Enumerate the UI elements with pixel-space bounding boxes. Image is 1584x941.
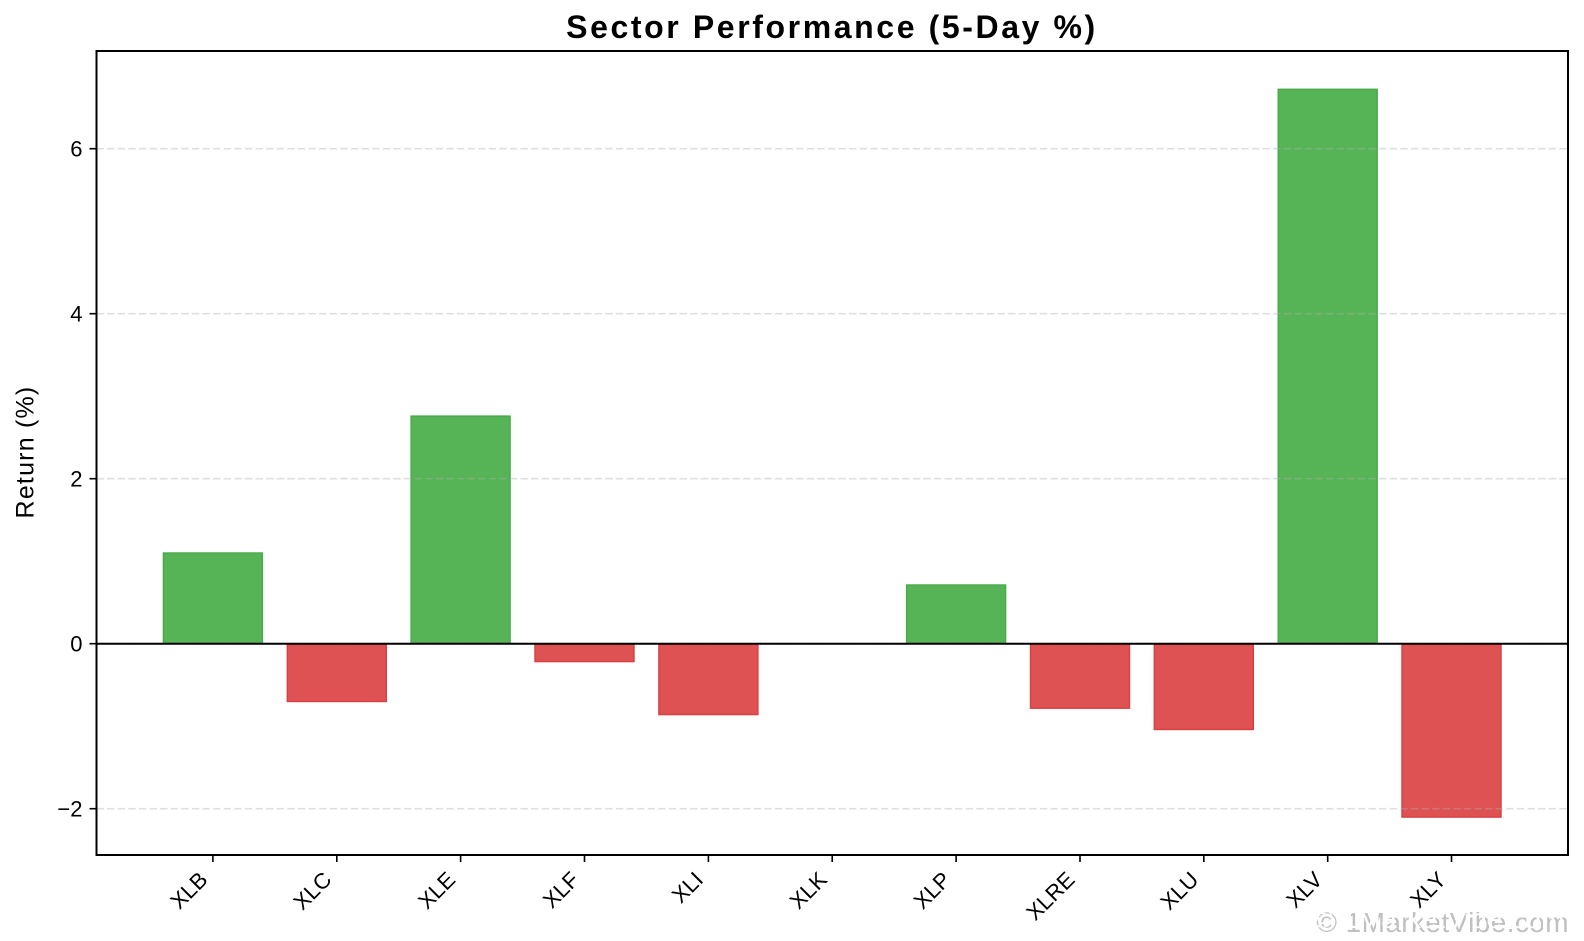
svg-text:XLI: XLI [667, 867, 708, 908]
svg-text:6: 6 [70, 137, 82, 162]
svg-text:XLRE: XLRE [1021, 867, 1079, 925]
svg-text:© 1MarketVibe.com: © 1MarketVibe.com [1312, 903, 1565, 934]
svg-text:XLE: XLE [413, 867, 460, 914]
svg-text:0: 0 [70, 632, 82, 657]
svg-text:XLP: XLP [909, 867, 956, 914]
svg-text:XLB: XLB [165, 867, 212, 914]
svg-text:−2: −2 [57, 797, 82, 822]
svg-text:© 1MarketVibe.com: © 1MarketVibe.com [1316, 907, 1569, 938]
svg-text:XLU: XLU [1155, 867, 1203, 915]
svg-text:XLK: XLK [785, 867, 832, 914]
svg-text:2: 2 [70, 467, 82, 492]
svg-text:4: 4 [70, 302, 82, 327]
svg-text:XLF: XLF [538, 867, 584, 913]
svg-text:Sector Performance (5-Day %): Sector Performance (5-Day %) [566, 9, 1098, 45]
svg-text:XLC: XLC [288, 867, 336, 915]
svg-text:Return (%): Return (%) [12, 386, 40, 519]
